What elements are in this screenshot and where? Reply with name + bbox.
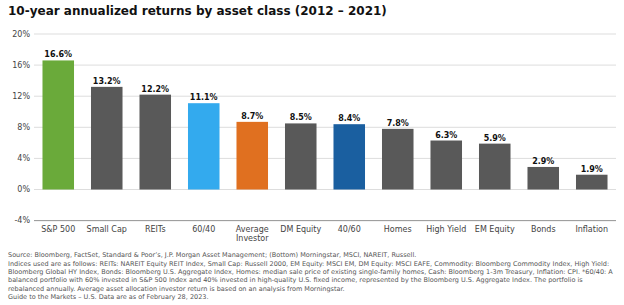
bar [236, 122, 268, 190]
data-label: 11.1% [190, 93, 218, 102]
data-label: 12.2% [141, 85, 169, 94]
bar [479, 144, 511, 190]
x-tick-label: DM Equity [280, 225, 321, 234]
y-tick-label: -4% [14, 216, 30, 225]
data-label: 1.9% [581, 165, 603, 174]
footnote: Source: Bloomberg, FactSet, Standard & P… [8, 251, 613, 301]
y-tick-label: 4% [17, 154, 30, 163]
y-tick-label: 20% [12, 30, 30, 39]
x-tick-label: Small Cap [87, 225, 127, 234]
bar [188, 103, 220, 189]
bar [333, 124, 365, 189]
y-tick-label: 12% [12, 92, 30, 101]
x-tick-label: 40/60 [338, 225, 361, 234]
x-tick-label: Homes [384, 225, 412, 234]
bar [91, 87, 123, 190]
x-tick-label: Inflation [575, 225, 608, 234]
data-label: 8.5% [290, 113, 312, 122]
x-tick-label: 60/40 [192, 225, 215, 234]
y-tick-label: 0% [17, 185, 30, 194]
x-tick-label: S&P 500 [41, 225, 75, 234]
grid-line [34, 65, 616, 66]
data-label: 2.9% [532, 157, 554, 166]
data-label: 16.6% [44, 50, 72, 59]
x-tick-label: REITs [145, 225, 166, 234]
data-label: 13.2% [93, 77, 121, 86]
y-tick-label: 8% [17, 123, 30, 132]
data-label: 8.4% [338, 114, 360, 123]
grid-line [34, 34, 616, 35]
y-tick-label: 16% [12, 61, 30, 70]
data-label: 7.8% [387, 119, 409, 128]
bar [430, 141, 462, 190]
grid-line [34, 220, 616, 221]
x-axis-line [34, 220, 616, 221]
bar [42, 60, 74, 189]
chart: 10-year annualized returns by asset clas… [0, 0, 624, 305]
background [0, 0, 624, 305]
data-label: 8.7% [241, 112, 263, 121]
x-tick-label: High Yield [426, 225, 466, 234]
bar [139, 95, 171, 190]
title: 10-year annualized returns by asset clas… [8, 4, 387, 18]
bar [527, 167, 559, 190]
x-tick-label: Bonds [531, 225, 556, 234]
data-label: 5.9% [484, 134, 506, 143]
data-label: 6.3% [435, 131, 457, 140]
bar [576, 175, 608, 190]
x-tick-label: AverageInvestor [236, 225, 269, 243]
bar [285, 123, 317, 189]
x-tick-label: EM Equity [475, 225, 515, 234]
grid [34, 34, 616, 221]
bars [42, 60, 607, 189]
bar [382, 129, 414, 190]
